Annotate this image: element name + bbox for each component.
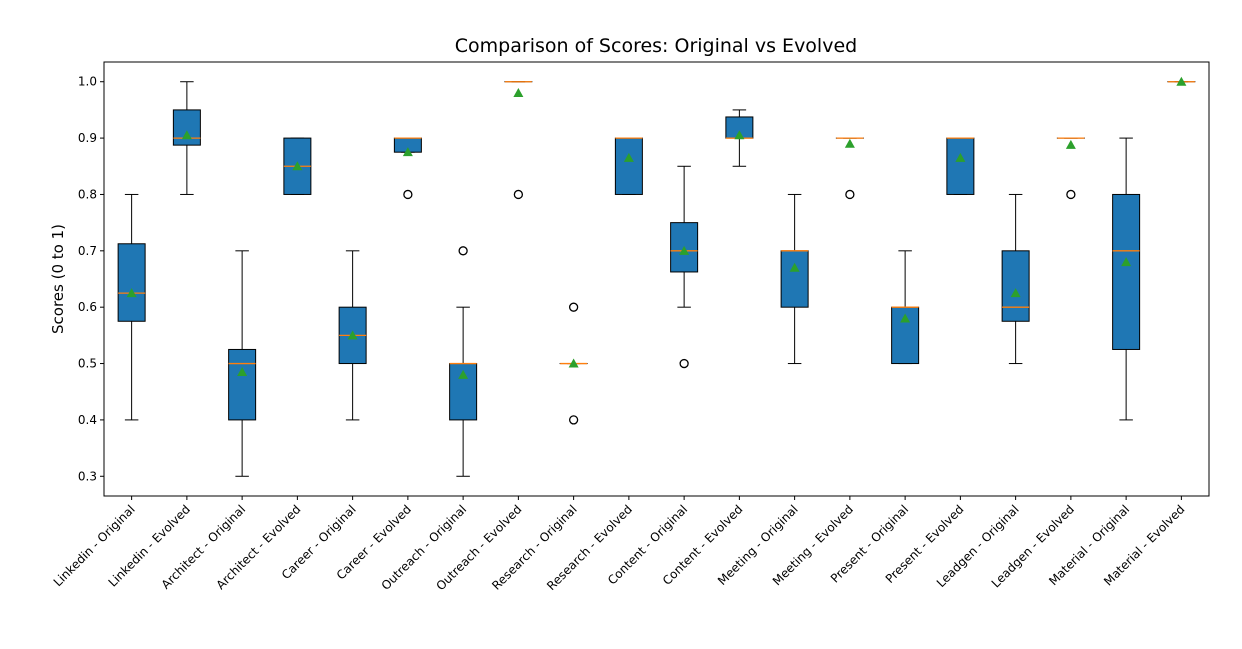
box-19 [1112, 137, 1141, 421]
mean-marker [900, 313, 911, 323]
mean-marker [292, 161, 303, 171]
box-body [946, 137, 975, 195]
outlier-point [568, 302, 579, 312]
box-3 [228, 250, 257, 477]
mean-marker [1065, 139, 1076, 149]
boxes-group [117, 76, 1196, 477]
y-axis-label: Scores (0 to 1) [49, 224, 67, 334]
outlier-point [403, 189, 413, 200]
box-10 [614, 137, 643, 195]
mean-marker [789, 262, 800, 272]
y-tick-label: 0.7 [78, 244, 97, 258]
mean-marker [623, 152, 634, 162]
mean-marker [1121, 257, 1132, 267]
box-14 [835, 137, 864, 200]
mean-marker [458, 369, 469, 379]
y-tick-label: 0.3 [78, 469, 97, 483]
box-18 [1056, 137, 1085, 200]
box-11 [670, 165, 699, 369]
box-4 [283, 137, 312, 195]
box-8 [504, 81, 533, 200]
box-20 [1167, 76, 1196, 86]
box-body [614, 137, 643, 195]
mean-marker [181, 130, 192, 140]
mean-marker [513, 88, 524, 97]
box-body [1001, 250, 1030, 322]
outlier-point [679, 358, 689, 369]
box-1 [117, 193, 146, 421]
y-tick-label: 0.6 [78, 300, 97, 314]
mean-marker [1010, 288, 1021, 298]
mean-marker [955, 152, 966, 162]
box-body [1112, 193, 1141, 350]
box-body [172, 109, 201, 146]
outlier-point [1066, 189, 1076, 200]
mean-marker [679, 245, 690, 255]
box-7 [449, 246, 478, 477]
box-15 [891, 250, 920, 365]
outlier-point [845, 189, 855, 200]
outlier-point [513, 189, 524, 200]
mean-marker [126, 288, 137, 298]
box-9 [559, 302, 588, 425]
mean-marker [237, 367, 248, 376]
box-body [780, 250, 809, 308]
y-tick-label: 0.5 [78, 357, 97, 371]
box-body [228, 348, 257, 421]
y-axis-ticks: 0.3 0.4 0.5 0.6 0.7 0.8 0.9 1.0 [78, 75, 104, 483]
y-tick-label: 1.0 [78, 75, 97, 89]
mean-marker [734, 130, 745, 140]
box-body [117, 243, 146, 322]
y-tick-label: 0.8 [78, 187, 97, 201]
box-5 [338, 250, 367, 421]
box-17 [1001, 193, 1030, 365]
box-6 [393, 137, 422, 200]
mean-marker [844, 138, 855, 148]
mean-marker [402, 147, 413, 157]
mean-marker [347, 330, 358, 340]
mean-marker [568, 358, 579, 368]
chart-title: Comparison of Scores: Original vs Evolve… [455, 35, 857, 57]
box-2 [172, 81, 201, 195]
box-16 [946, 137, 975, 195]
box-12 [725, 109, 754, 167]
box-13 [780, 193, 809, 365]
outlier-point [568, 415, 579, 425]
outlier-point [458, 246, 468, 256]
mean-marker [1176, 76, 1187, 86]
y-tick-label: 0.9 [78, 131, 97, 145]
y-tick-label: 0.4 [78, 413, 97, 427]
plot-frame [103, 61, 1210, 497]
